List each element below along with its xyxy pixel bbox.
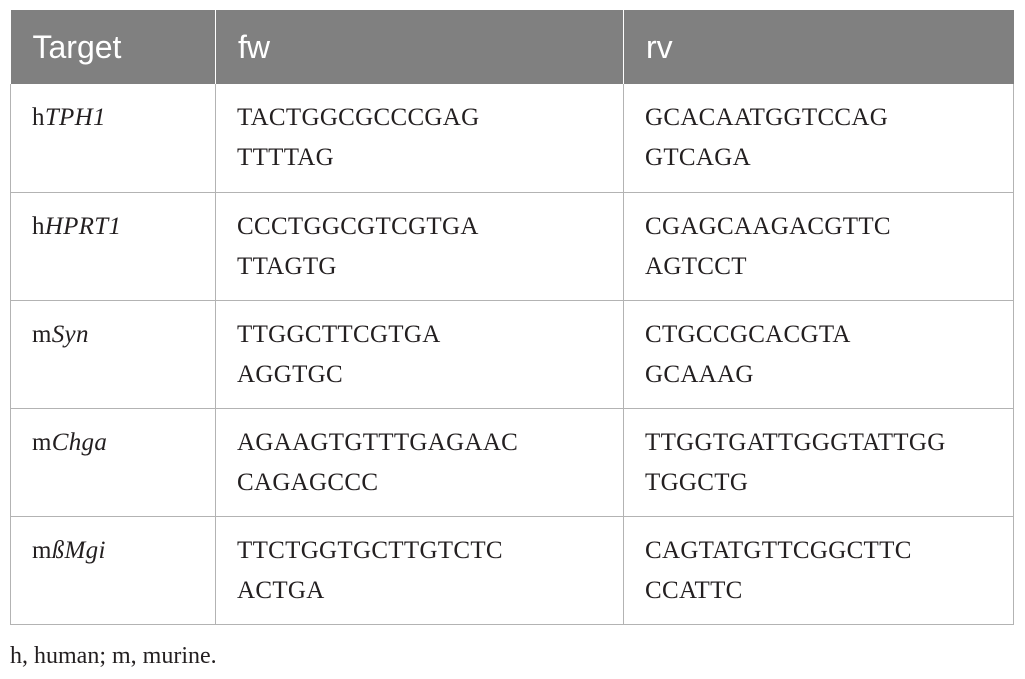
- fw-sequence-cell: TACTGGCGCCCGAG TTTTAG: [215, 84, 624, 193]
- fw-sequence-cell: AGAAGTGTTTGAGAAC CAGAGCCC: [215, 407, 624, 517]
- target-cell: mßMgi: [10, 515, 216, 625]
- rv-sequence-line: CTGCCGCACGTA: [645, 320, 851, 348]
- species-prefix: m: [32, 536, 52, 564]
- rv-sequence-cell: CTGCCGCACGTA GCAAAG: [623, 299, 1014, 409]
- fw-sequence-line: TTAGTG: [237, 252, 337, 280]
- target-cell: hTPH1: [10, 84, 216, 193]
- table-row: hHPRT1 CCCTGGCGTCGTGA TTAGTG CGAGCAAGACGT…: [10, 191, 1014, 301]
- table-body: hTPH1 TACTGGCGCCCGAG TTTTAG GCACAATGGTCCA…: [10, 84, 1014, 625]
- table-header: Target fw rv: [10, 10, 1014, 84]
- rv-sequence-line: GTCAGA: [645, 144, 751, 171]
- table-row: mChga AGAAGTGTTTGAGAAC CAGAGCCC TTGGTGATT…: [10, 407, 1014, 517]
- rv-sequence-cell: TTGGTGATTGGGTATTGG TGGCTG: [623, 407, 1014, 517]
- gene-name: ßMgi: [51, 536, 106, 564]
- fw-sequence-line: CCCTGGCGTCGTGA: [237, 212, 479, 240]
- species-prefix: h: [32, 212, 45, 240]
- species-prefix: m: [32, 320, 52, 348]
- fw-sequence-line: TTGGCTTCGTGA: [237, 320, 441, 348]
- gene-name: Chga: [51, 428, 108, 456]
- rv-sequence-line: AGTCCT: [645, 252, 747, 280]
- fw-sequence-cell: CCCTGGCGTCGTGA TTAGTG: [215, 191, 624, 301]
- rv-sequence-cell: GCACAATGGTCCAG GTCAGA: [623, 84, 1014, 193]
- table-footnote: h, human; m, murine.: [10, 643, 217, 669]
- gene-name: HPRT1: [44, 212, 122, 240]
- fw-sequence-line: TACTGGCGCCCGAG: [237, 104, 480, 131]
- rv-sequence-line: CGAGCAAGACGTTC: [645, 212, 891, 240]
- fw-sequence-line: TTCTGGTGCTTGTCTC: [237, 536, 503, 564]
- rv-sequence-line: CCATTC: [645, 576, 743, 604]
- species-prefix: m: [32, 428, 52, 456]
- header-target: Target: [10, 10, 216, 84]
- rv-sequence-cell: CGAGCAAGACGTTC AGTCCT: [623, 191, 1014, 301]
- target-cell: mSyn: [10, 299, 216, 409]
- rv-sequence-line: TTGGTGATTGGGTATTGG: [645, 428, 946, 456]
- header-row: Target fw rv: [10, 10, 1014, 84]
- gene-name: Syn: [51, 320, 89, 348]
- fw-sequence-cell: TTCTGGTGCTTGTCTC ACTGA: [215, 515, 624, 625]
- gene-name: TPH1: [44, 104, 106, 131]
- table-row: mSyn TTGGCTTCGTGA AGGTGC CTGCCGCACGTA GCAA…: [10, 299, 1014, 409]
- table-row: mßMgi TTCTGGTGCTTGTCTC ACTGA CAGTATGTTCGG…: [10, 515, 1014, 625]
- header-fw: fw: [215, 10, 624, 84]
- rv-sequence-line: TGGCTG: [645, 468, 749, 496]
- table-row: hTPH1 TACTGGCGCCCGAG TTTTAG GCACAATGGTCCA…: [10, 84, 1014, 193]
- header-rv: rv: [623, 10, 1014, 84]
- rv-sequence-line: CAGTATGTTCGGCTTC: [645, 536, 912, 564]
- fw-sequence-cell: TTGGCTTCGTGA AGGTGC: [215, 299, 624, 409]
- fw-sequence-line: ACTGA: [237, 576, 325, 604]
- rv-sequence-cell: CAGTATGTTCGGCTTC CCATTC: [623, 515, 1014, 625]
- fw-sequence-line: CAGAGCCC: [237, 468, 379, 496]
- fw-sequence-line: AGAAGTGTTTGAGAAC: [237, 428, 519, 456]
- target-cell: hHPRT1: [10, 191, 216, 301]
- primer-table: Target fw rv hTPH1 TACTGGCGCCCGAG TTTTAG …: [10, 10, 1014, 625]
- species-prefix: h: [32, 104, 45, 131]
- fw-sequence-line: AGGTGC: [237, 360, 343, 388]
- fw-sequence-line: TTTTAG: [237, 144, 334, 171]
- target-cell: mChga: [10, 407, 216, 517]
- rv-sequence-line: GCAAAG: [645, 360, 754, 388]
- rv-sequence-line: GCACAATGGTCCAG: [645, 104, 889, 131]
